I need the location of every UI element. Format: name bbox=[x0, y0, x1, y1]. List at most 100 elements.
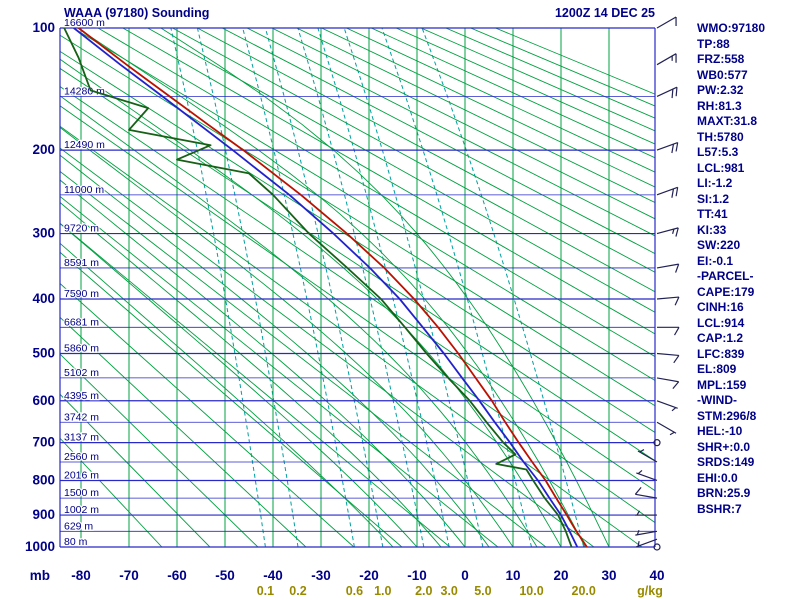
svg-text:40: 40 bbox=[649, 568, 664, 583]
svg-text:10.0: 10.0 bbox=[519, 584, 543, 598]
index-value: EHI:0.0 bbox=[697, 470, 738, 485]
index-value: MAXT:31.8 bbox=[697, 114, 758, 128]
svg-text:5102 m: 5102 m bbox=[64, 367, 99, 379]
wind-barbs bbox=[634, 16, 680, 551]
index-value: CAP:1.2 bbox=[697, 331, 744, 345]
svg-text:-40: -40 bbox=[263, 568, 283, 583]
index-value: RH:81.3 bbox=[697, 98, 742, 113]
svg-text:629 m: 629 m bbox=[64, 520, 93, 532]
svg-text:-80: -80 bbox=[71, 568, 91, 583]
index-value: PW:2.32 bbox=[697, 83, 744, 97]
svg-text:0.2: 0.2 bbox=[289, 584, 306, 598]
svg-text:2560 m: 2560 m bbox=[64, 451, 99, 463]
mixing-ratio-labels: 0.1 0.2 0.6 1.0 2.0 3.0 5.0 10.0 20.0 g/kg bbox=[257, 584, 663, 598]
trace-dewpoint bbox=[63, 28, 573, 547]
index-value: -WIND- bbox=[697, 393, 737, 407]
svg-text:800: 800 bbox=[32, 472, 55, 487]
svg-text:2.0: 2.0 bbox=[415, 584, 432, 598]
svg-text:9720 m: 9720 m bbox=[64, 223, 99, 235]
svg-text:200: 200 bbox=[32, 142, 55, 157]
svg-text:20.0: 20.0 bbox=[572, 584, 596, 598]
index-value: WMO:97180 bbox=[697, 21, 766, 35]
chart-title: WAAA (97180) Sounding bbox=[64, 6, 210, 20]
svg-text:-70: -70 bbox=[119, 568, 139, 583]
index-value: SHR+:0.0 bbox=[697, 439, 751, 454]
svg-text:g/kg: g/kg bbox=[637, 584, 663, 598]
index-value: TT:41 bbox=[697, 207, 728, 221]
svg-text:5.0: 5.0 bbox=[474, 584, 491, 598]
index-value: TP:88 bbox=[697, 36, 730, 51]
svg-text:1500 m: 1500 m bbox=[64, 487, 99, 499]
index-value: BRN:25.9 bbox=[697, 486, 751, 500]
svg-text:14280 m: 14280 m bbox=[64, 85, 105, 97]
svg-text:1000: 1000 bbox=[25, 539, 55, 554]
index-value: SI:1.2 bbox=[697, 191, 730, 206]
index-value: L57:5.3 bbox=[697, 145, 739, 159]
index-value: STM:296/8 bbox=[697, 408, 757, 423]
svg-text:3137 m: 3137 m bbox=[64, 432, 99, 444]
index-value: MPL:159 bbox=[697, 377, 747, 392]
index-value: LFC:839 bbox=[697, 346, 745, 361]
svg-text:500: 500 bbox=[32, 346, 55, 361]
trace-temperature bbox=[78, 28, 588, 547]
index-value: LI:-1.2 bbox=[697, 176, 733, 190]
svg-text:8591 m: 8591 m bbox=[64, 257, 99, 269]
svg-text:4395 m: 4395 m bbox=[64, 390, 99, 402]
svg-text:-60: -60 bbox=[167, 568, 187, 583]
index-value: SW:220 bbox=[697, 238, 741, 252]
svg-text:0.6: 0.6 bbox=[346, 584, 363, 598]
index-value: CINH:16 bbox=[697, 300, 744, 314]
svg-text:1.0: 1.0 bbox=[374, 584, 391, 598]
svg-text:700: 700 bbox=[32, 435, 55, 450]
svg-text:12490 m: 12490 m bbox=[64, 139, 105, 151]
index-value: WB0:577 bbox=[697, 67, 748, 82]
svg-text:0: 0 bbox=[461, 568, 469, 583]
svg-text:mb: mb bbox=[30, 568, 50, 583]
index-value: KI:33 bbox=[697, 222, 727, 237]
index-value: LCL:914 bbox=[697, 315, 745, 330]
index-value: HEL:-10 bbox=[697, 424, 743, 438]
svg-text:3.0: 3.0 bbox=[441, 584, 458, 598]
svg-text:6681 m: 6681 m bbox=[64, 316, 99, 328]
index-value: CAPE:179 bbox=[697, 284, 755, 299]
svg-text:-10: -10 bbox=[407, 568, 427, 583]
svg-text:300: 300 bbox=[32, 226, 55, 241]
indices-panel: WMO:97180 TP:88 FRZ:558 WB0:577 PW:2.32 RH:81… bbox=[697, 21, 765, 517]
index-value: TH:5780 bbox=[697, 129, 744, 144]
index-value: EL:809 bbox=[697, 362, 737, 376]
index-value: EI:-0.1 bbox=[697, 253, 734, 268]
index-value: LCL:981 bbox=[697, 160, 745, 175]
svg-text:600: 600 bbox=[32, 393, 55, 408]
svg-text:400: 400 bbox=[32, 291, 55, 306]
height-labels: 16600 m 14280 m 12490 m 11000 m 9720 m 8591 m… bbox=[63, 16, 107, 550]
index-value: -PARCEL- bbox=[697, 269, 754, 283]
svg-text:11000 m: 11000 m bbox=[64, 184, 104, 196]
svg-text:-30: -30 bbox=[311, 568, 331, 583]
chart-datetime: 1200Z 14 DEC 25 bbox=[554, 6, 655, 20]
svg-text:30: 30 bbox=[601, 568, 616, 583]
index-value: BSHR:7 bbox=[697, 501, 742, 516]
svg-text:-50: -50 bbox=[215, 568, 235, 583]
index-value: SRDS:149 bbox=[697, 455, 755, 469]
svg-text:-20: -20 bbox=[359, 568, 379, 583]
svg-text:3742 m: 3742 m bbox=[64, 411, 99, 423]
svg-text:16600 m: 16600 m bbox=[64, 17, 105, 29]
temp-axis-labels: -80 -70 -60 -50 -40 -30 -20 -10 0 10 20 30 40 mb bbox=[30, 568, 665, 583]
svg-text:100: 100 bbox=[32, 20, 55, 35]
svg-text:7590 m: 7590 m bbox=[64, 288, 99, 300]
svg-text:10: 10 bbox=[505, 568, 520, 583]
pressure-axis-labels: 100 200 300 400 500 600 700 800 900 1000 bbox=[25, 20, 55, 554]
svg-text:5860 m: 5860 m bbox=[64, 343, 99, 355]
svg-text:900: 900 bbox=[32, 507, 55, 522]
pressure-lines bbox=[59, 27, 656, 548]
svg-text:80 m: 80 m bbox=[64, 536, 88, 548]
svg-text:1002 m: 1002 m bbox=[64, 504, 99, 516]
svg-text:0.1: 0.1 bbox=[257, 584, 274, 598]
svg-text:20: 20 bbox=[553, 568, 568, 583]
index-value: FRZ:558 bbox=[697, 52, 745, 66]
trace-wet_bulb bbox=[73, 28, 579, 547]
dry-adiabat-lines bbox=[60, 28, 655, 547]
svg-text:2016 m: 2016 m bbox=[64, 469, 99, 481]
